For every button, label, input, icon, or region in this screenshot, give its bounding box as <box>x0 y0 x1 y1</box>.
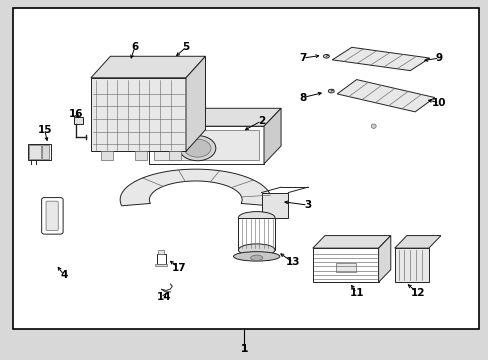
Bar <box>335 264 355 272</box>
Ellipse shape <box>250 255 262 261</box>
Text: 11: 11 <box>349 288 363 298</box>
Text: 2: 2 <box>257 116 264 126</box>
Bar <box>157 254 165 264</box>
Text: 6: 6 <box>131 42 138 52</box>
Ellipse shape <box>370 124 375 129</box>
Text: 9: 9 <box>435 53 442 63</box>
Text: 16: 16 <box>69 109 83 119</box>
FancyBboxPatch shape <box>46 201 58 230</box>
Ellipse shape <box>238 244 274 256</box>
Text: 3: 3 <box>304 200 311 210</box>
Bar <box>29 145 41 159</box>
Text: 13: 13 <box>285 257 300 267</box>
Text: 8: 8 <box>299 93 306 103</box>
Bar <box>312 248 378 282</box>
FancyBboxPatch shape <box>41 198 63 234</box>
Bar <box>101 151 113 160</box>
Polygon shape <box>149 108 281 126</box>
Text: 5: 5 <box>182 42 189 52</box>
Bar <box>158 250 163 254</box>
Text: 14: 14 <box>157 292 171 302</box>
Polygon shape <box>91 56 205 78</box>
Ellipse shape <box>238 212 274 224</box>
Bar <box>168 151 181 160</box>
Bar <box>155 264 167 266</box>
Ellipse shape <box>328 89 333 93</box>
Bar <box>154 130 259 160</box>
Bar <box>261 193 288 218</box>
Polygon shape <box>264 108 281 164</box>
Bar <box>149 126 264 164</box>
Text: 10: 10 <box>431 98 446 108</box>
Bar <box>238 218 274 250</box>
Polygon shape <box>336 80 434 112</box>
Bar <box>27 144 51 160</box>
Bar <box>13 8 478 329</box>
Ellipse shape <box>323 54 329 58</box>
Text: 4: 4 <box>61 270 68 280</box>
Bar <box>91 78 185 151</box>
Bar <box>74 117 82 125</box>
Polygon shape <box>185 56 205 151</box>
Ellipse shape <box>184 139 210 157</box>
Text: 1: 1 <box>241 343 247 354</box>
Polygon shape <box>331 47 429 71</box>
Text: 12: 12 <box>409 288 424 298</box>
Text: 1: 1 <box>241 343 247 354</box>
Bar <box>135 151 147 160</box>
Ellipse shape <box>179 136 215 161</box>
Polygon shape <box>312 235 390 248</box>
Polygon shape <box>394 235 440 248</box>
Polygon shape <box>378 235 390 282</box>
Text: 17: 17 <box>171 263 185 273</box>
Ellipse shape <box>233 252 279 261</box>
Polygon shape <box>120 169 271 206</box>
Text: 7: 7 <box>299 53 306 63</box>
Bar <box>394 248 428 282</box>
Text: 15: 15 <box>37 125 52 135</box>
Bar <box>42 145 49 159</box>
